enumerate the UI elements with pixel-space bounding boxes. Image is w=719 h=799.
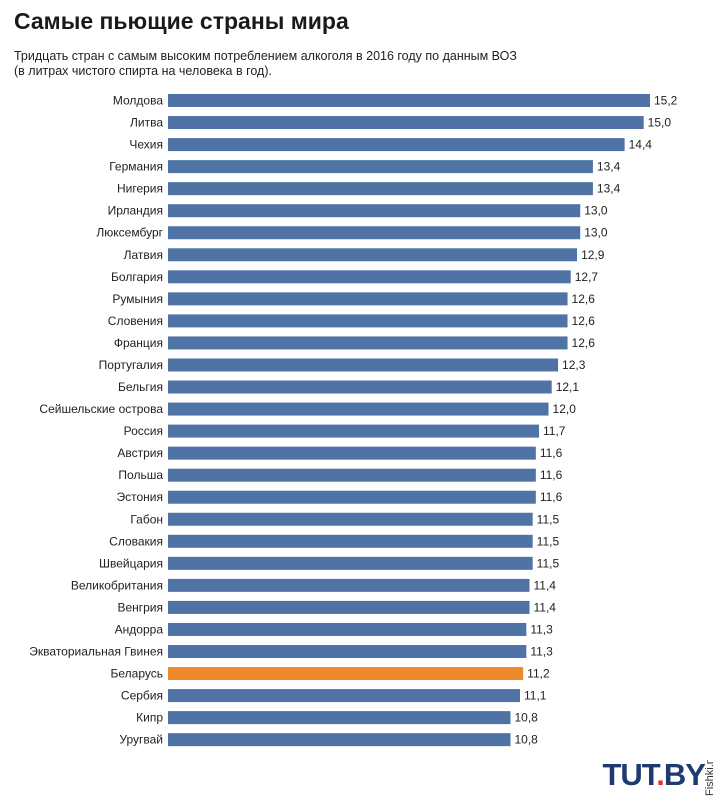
bar: [168, 733, 511, 747]
bar: [168, 160, 593, 174]
bar: [168, 314, 568, 328]
value-label: 11,7: [543, 424, 566, 438]
category-label: Венгрия: [117, 600, 163, 614]
chart-subtitle-line1: Тридцать стран с самым высоким потреблен…: [14, 49, 517, 63]
value-label: 11,4: [534, 600, 557, 614]
bar: [168, 490, 536, 504]
category-label: Португалия: [99, 358, 163, 372]
bar: [168, 182, 593, 196]
category-label: Нигерия: [117, 182, 163, 196]
category-label: Уругвай: [119, 733, 163, 747]
value-label: 14,4: [629, 138, 653, 152]
value-label: 11,2: [527, 667, 550, 681]
bar: [168, 446, 536, 460]
category-label: Великобритания: [71, 578, 163, 592]
fishki-watermark: Fishki.net: [704, 760, 716, 796]
value-label: 13,0: [584, 226, 608, 240]
bar: [168, 689, 520, 703]
bar: [168, 645, 527, 658]
category-label: Беларусь: [111, 667, 163, 681]
value-label: 11,4: [534, 578, 557, 592]
bar-highlighted: [168, 667, 524, 681]
value-label: 11,5: [537, 512, 560, 526]
value-label: 12,1: [556, 380, 580, 394]
bar: [168, 248, 578, 262]
bar: [168, 402, 549, 416]
category-label: Россия: [124, 424, 163, 438]
bar: [168, 116, 644, 130]
chart-title: Самые пьющие страны мира: [14, 8, 349, 34]
value-label: 12,6: [572, 292, 596, 306]
category-label: Швейцария: [99, 556, 163, 570]
category-label: Сербия: [121, 689, 163, 703]
value-label: 12,7: [575, 270, 599, 284]
value-label: 11,1: [524, 689, 547, 703]
bar: [168, 622, 527, 636]
value-label: 12,6: [572, 314, 596, 328]
bar: [168, 512, 533, 526]
value-label: 12,3: [562, 358, 586, 372]
category-label: Кипр: [136, 711, 163, 725]
category-label: Германия: [109, 160, 163, 174]
category-label: Бельгия: [118, 380, 163, 394]
category-label: Болгария: [111, 270, 163, 284]
bar: [168, 468, 536, 482]
category-label: Латвия: [124, 248, 163, 262]
category-label: Франция: [114, 336, 163, 350]
value-label: 13,0: [584, 204, 608, 218]
bar: [168, 711, 511, 725]
bar: [168, 204, 581, 218]
bar: [168, 556, 533, 570]
value-label: 10,8: [514, 733, 538, 747]
value-label: 10,8: [514, 711, 538, 725]
value-label: 11,5: [537, 556, 560, 570]
category-label: Словения: [108, 314, 163, 328]
value-label: 13,4: [597, 160, 621, 174]
category-label: Словакия: [109, 534, 163, 548]
value-label: 15,2: [654, 94, 678, 108]
category-label: Чехия: [129, 138, 163, 152]
category-label: Румыния: [112, 292, 163, 306]
bar: [168, 358, 559, 372]
bar: [168, 138, 625, 152]
value-label: 15,0: [648, 116, 672, 130]
category-label: Экваториальная Гвинея: [29, 645, 163, 659]
category-label: Литва: [130, 116, 163, 130]
value-label: 11,3: [530, 622, 553, 636]
category-label: Ирландия: [108, 204, 163, 218]
value-label: 11,6: [540, 490, 563, 504]
bar: [168, 336, 568, 350]
value-label: 12,0: [553, 402, 577, 416]
bar: [168, 578, 530, 592]
category-label: Люксембург: [96, 226, 163, 240]
bar: [168, 534, 533, 548]
category-label: Габон: [130, 512, 163, 526]
value-label: 11,3: [530, 645, 553, 659]
value-label: 11,6: [540, 446, 563, 460]
bar: [168, 380, 552, 394]
category-label: Австрия: [117, 446, 163, 460]
category-label: Польша: [118, 468, 163, 482]
bar: [168, 270, 571, 284]
category-label: Сейшельские острова: [39, 402, 163, 416]
value-label: 11,5: [537, 534, 560, 548]
bar: [168, 292, 568, 306]
value-label: 11,6: [540, 468, 563, 482]
bar: [168, 600, 530, 614]
value-label: 12,6: [572, 336, 596, 350]
chart-subtitle-line2: (в литрах чистого спирта на человека в г…: [14, 64, 272, 78]
tutby-logo: TUT.BY: [602, 757, 706, 792]
category-label: Андорра: [115, 622, 164, 636]
bar: [168, 94, 650, 107]
value-label: 13,4: [597, 182, 621, 196]
bar: [168, 424, 540, 438]
value-label: 12,9: [581, 248, 605, 262]
svg-text:Fishki.net: Fishki.net: [704, 760, 716, 796]
bar: [168, 226, 581, 240]
category-label: Эстония: [117, 490, 164, 504]
category-label: Молдова: [113, 94, 163, 108]
